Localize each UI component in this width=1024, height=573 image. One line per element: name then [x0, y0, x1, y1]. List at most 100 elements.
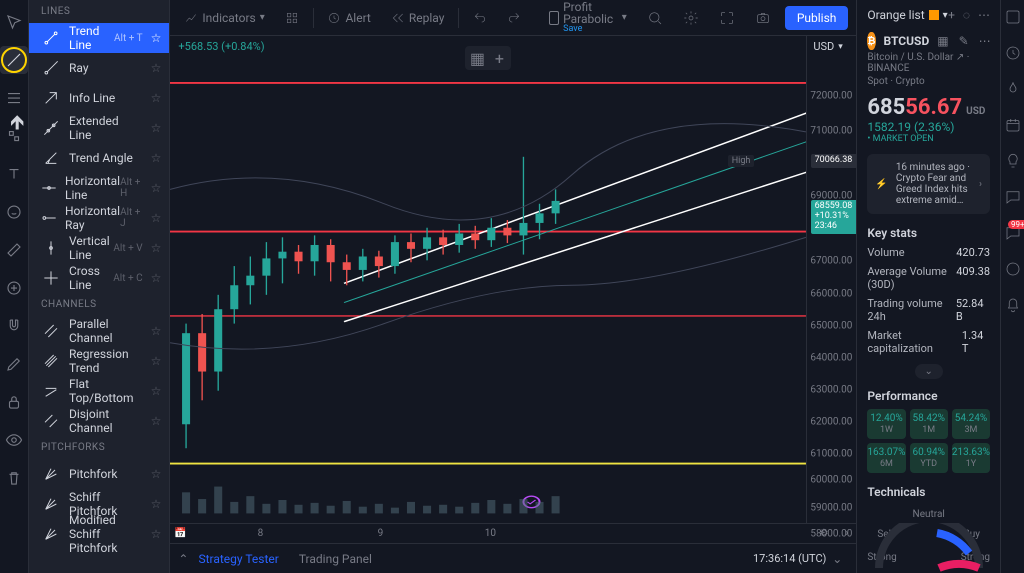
perf-cell[interactable]: 213.63%1Y	[952, 443, 990, 473]
tool-item-label: Regression Trend	[69, 347, 143, 375]
chat-icon[interactable]	[1004, 188, 1022, 210]
time-tick: 10	[485, 528, 496, 539]
replay-button[interactable]: Replay	[385, 11, 451, 25]
timezone-icon[interactable]: ⚙	[819, 528, 828, 539]
tool-parallel-channel[interactable]: Parallel Channel☆	[29, 316, 169, 346]
favorite-star-icon[interactable]: ☆	[151, 414, 162, 428]
symbol-edit-icon[interactable]: ✎	[959, 34, 969, 48]
favorite-star-icon[interactable]: ☆	[151, 241, 162, 255]
publish-button[interactable]: Publish	[785, 6, 849, 30]
show-more-pill[interactable]: ⌄	[915, 364, 943, 379]
tool-regression-trend[interactable]: Regression Trend ☆	[29, 346, 169, 376]
tool-horizontal-ray[interactable]: Horizontal RayAlt + J☆	[29, 203, 169, 233]
favorite-star-icon[interactable]: ☆	[151, 91, 162, 105]
settings-icon[interactable]	[677, 10, 705, 26]
trend-tool-icon[interactable]	[0, 46, 28, 74]
bottom-expand-icon[interactable]: ⌃	[178, 552, 188, 566]
zoom-icon[interactable]	[0, 274, 28, 302]
eye-icon[interactable]	[0, 426, 28, 454]
chart-area[interactable]: +568.53 (+0.84%) ▦ + High	[170, 36, 806, 523]
perf-cell[interactable]: 54.24%3M	[952, 409, 990, 439]
snapshot-icon[interactable]	[749, 10, 777, 26]
watchlist-clock-icon[interactable]: ◌	[963, 8, 970, 22]
inner-grid-icon[interactable]: ▦	[468, 49, 486, 67]
tool-info-line[interactable]: Info Line☆	[29, 83, 169, 113]
favorite-star-icon[interactable]: ☆	[151, 181, 162, 195]
symbol-name[interactable]: BTCUSD	[884, 34, 930, 48]
symbol-grid-icon[interactable]: ▦	[937, 34, 948, 48]
price-axis[interactable]: USD▾ 72000.0071000.0070066.3869000.00685…	[806, 36, 856, 523]
hotlists-icon[interactable]	[1004, 80, 1022, 102]
tool-flat-top-bottom[interactable]: Flat Top/Bottom☆	[29, 376, 169, 406]
ideas-stream-icon[interactable]	[1004, 260, 1022, 282]
tool-item-label: Disjoint Channel	[69, 407, 143, 435]
calendar-icon[interactable]	[1004, 116, 1022, 138]
tools-section-header: PITCHFORKS	[29, 436, 169, 459]
watchlist-selector[interactable]: Orange list▾	[867, 8, 947, 22]
perf-cell[interactable]: 12.40%1W	[867, 409, 905, 439]
news-card[interactable]: ⚡16 minutes ago · Crypto Fear and Greed …	[867, 154, 990, 214]
ideas-icon[interactable]	[1004, 152, 1022, 174]
magnet-icon[interactable]	[0, 312, 28, 340]
tab-strategy-tester[interactable]: Strategy Tester	[188, 552, 288, 566]
inner-plus-icon[interactable]: +	[490, 49, 508, 67]
favorite-star-icon[interactable]: ☆	[151, 211, 162, 225]
cursor-icon[interactable]	[0, 8, 28, 36]
currency-selector[interactable]: USD▾	[813, 40, 842, 53]
watchlist-icon[interactable]	[1004, 8, 1022, 30]
tool-vertical-line[interactable]: Vertical LineAlt + V☆	[29, 233, 169, 263]
fullscreen-icon[interactable]	[713, 10, 741, 26]
favorite-star-icon[interactable]: ☆	[151, 31, 162, 45]
tool-pitchfork[interactable]: Pitchfork☆	[29, 459, 169, 489]
favorite-star-icon[interactable]: ☆	[151, 527, 162, 541]
trash-icon[interactable]	[0, 464, 28, 492]
ruler-icon[interactable]	[0, 236, 28, 264]
tool-trend-angle[interactable]: Trend Angle☆	[29, 143, 169, 173]
perf-cell[interactable]: 60.94%YTD	[910, 443, 948, 473]
price-tick: 71000.00	[810, 126, 852, 137]
indicators-button[interactable]: Indicators▾	[178, 11, 270, 25]
tab-trading-panel[interactable]: Trading Panel	[289, 552, 382, 566]
notifications-icon[interactable]	[1004, 296, 1022, 318]
pencil-icon[interactable]	[0, 350, 28, 378]
favorite-star-icon[interactable]: ☆	[151, 497, 162, 511]
bottom-chev-icon[interactable]: ⌄	[832, 552, 842, 566]
tool-shortcut: Alt + T	[114, 33, 143, 44]
favorite-star-icon[interactable]: ☆	[151, 354, 162, 368]
templates-button[interactable]	[279, 11, 305, 25]
stream-icon[interactable]: 99+	[1004, 224, 1022, 246]
time-axis[interactable]: 📅 ⚙ › 678910	[170, 523, 856, 543]
text-tool-icon[interactable]	[0, 160, 28, 188]
alerts-strip-icon[interactable]	[1004, 44, 1022, 66]
tool-trend-line[interactable]: Trend LineAlt + T☆	[29, 23, 169, 53]
lock-icon[interactable]	[0, 388, 28, 416]
perf-cell[interactable]: 58.42%1M	[910, 409, 948, 439]
undo-button[interactable]	[467, 11, 493, 25]
tool-disjoint-channel[interactable]: Disjoint Channel ☆	[29, 406, 169, 436]
alert-button[interactable]: Alert	[321, 11, 376, 25]
emoji-icon[interactable]	[0, 198, 28, 226]
favorite-star-icon[interactable]: ☆	[151, 61, 162, 75]
favorite-star-icon[interactable]: ☆	[151, 324, 162, 338]
quick-search-icon[interactable]	[641, 10, 669, 26]
tool-ray[interactable]: Ray☆	[29, 53, 169, 83]
tool-horizontal-line[interactable]: Horizontal LineAlt + H☆	[29, 173, 169, 203]
tool-modified-schiff-pitchfork[interactable]: Modified Schiff Pitchfork☆	[29, 519, 169, 549]
symbol-more-icon[interactable]: ⋯	[979, 34, 991, 48]
tool-extended-line[interactable]: Extended Line☆	[29, 113, 169, 143]
redo-button[interactable]	[501, 11, 527, 25]
favorite-star-icon[interactable]: ☆	[151, 384, 162, 398]
favorite-star-icon[interactable]: ☆	[151, 151, 162, 165]
tool-item-icon	[41, 90, 61, 106]
watchlist-more-icon[interactable]: ⋯	[978, 8, 990, 22]
favorite-star-icon[interactable]: ☆	[151, 121, 162, 135]
favorite-star-icon[interactable]: ☆	[151, 467, 162, 481]
layout-name[interactable]: Profit ParabolicSave▾	[543, 1, 633, 34]
tool-cross-line[interactable]: Cross LineAlt + C☆	[29, 263, 169, 293]
add-symbol-icon[interactable]: +	[948, 8, 955, 22]
top-toolbar: Indicators▾ Alert Replay Profit Paraboli…	[170, 0, 856, 36]
axis-arrow-icon[interactable]: ›	[845, 528, 848, 539]
favorite-star-icon[interactable]: ☆	[151, 271, 162, 285]
perf-cell[interactable]: 163.07%6M	[867, 443, 905, 473]
goto-date-icon[interactable]: 📅	[174, 528, 186, 539]
